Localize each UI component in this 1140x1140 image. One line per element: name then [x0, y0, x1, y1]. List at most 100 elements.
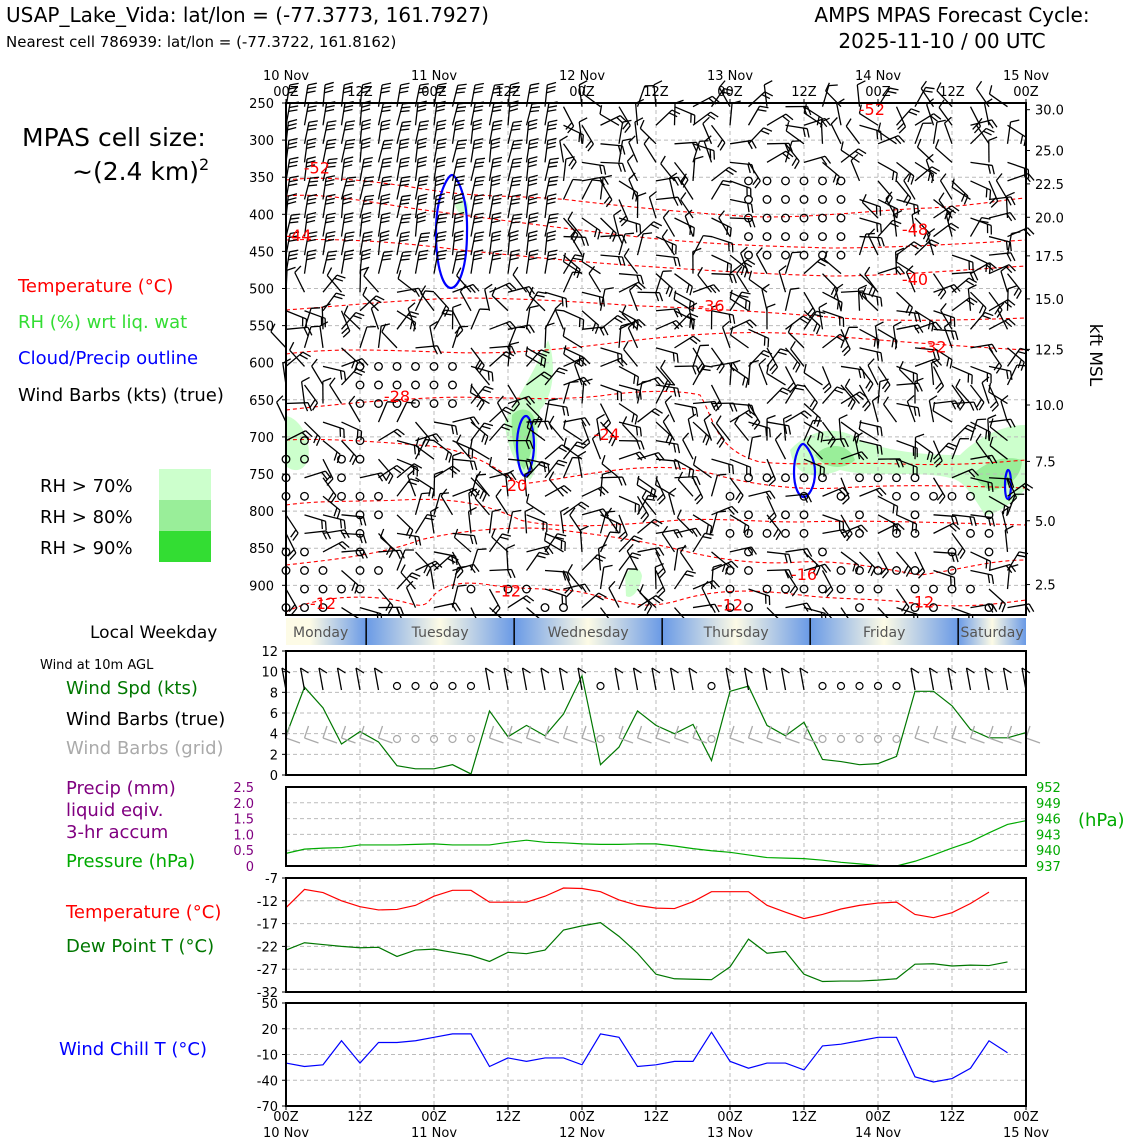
- wind-barb-flag: [620, 357, 628, 366]
- wind-barb-flag: [473, 564, 480, 573]
- wind-barb-flag: [915, 433, 925, 438]
- wind-barb-flag: [478, 402, 485, 411]
- wind-barb-flag: [437, 249, 447, 253]
- wind-barb-flag: [526, 595, 535, 602]
- wind-barb-flag: [399, 183, 409, 187]
- wind-barb: [967, 288, 972, 311]
- wind-barb: [943, 122, 953, 145]
- wind-barb-flag: [362, 516, 367, 526]
- wind-barb-flag: [696, 362, 704, 371]
- wind-barb-flag: [652, 597, 661, 604]
- wind-barb-flag: [414, 288, 420, 298]
- wind-barb-flag: [362, 82, 372, 86]
- wind-barb-flag: [475, 470, 482, 480]
- wind-barb-flag: [512, 143, 522, 146]
- wind-barb-flag: [951, 178, 955, 188]
- wind-barb: [405, 587, 417, 608]
- wind-barb-flag: [509, 108, 519, 112]
- wind-barb-flag: [510, 183, 521, 187]
- calm-wind-circle: [429, 399, 439, 408]
- wind-barb-flag: [714, 603, 720, 613]
- wind-barb-flag: [481, 425, 491, 430]
- wind-barb-flag: [400, 235, 410, 239]
- barb-10m-grid-flag: [322, 725, 328, 739]
- wind-barb: [526, 427, 546, 442]
- calm-wind-circle: [947, 547, 957, 557]
- wind-barb: [582, 93, 601, 108]
- wind-barb-flag: [399, 239, 409, 242]
- wind-barb-flag: [931, 359, 939, 368]
- wind-barb-flag: [950, 330, 955, 340]
- wind-barb: [407, 475, 417, 497]
- wind-barb-flag: [528, 257, 538, 261]
- wind-barb-flag: [484, 283, 493, 290]
- wind-barb-flag: [419, 120, 429, 123]
- wind-barb-flag: [747, 404, 752, 414]
- wind-barb-flag: [307, 193, 318, 197]
- wind-barb: [544, 400, 550, 423]
- calm-wind-circle: [799, 510, 809, 520]
- wind-barb-flag: [491, 174, 501, 179]
- barb-10m-flag: [300, 667, 309, 674]
- wind-barb-flag: [695, 476, 701, 486]
- wind-barb-flag: [598, 592, 607, 598]
- wind-barb-flag: [382, 82, 392, 86]
- wind-barb: [774, 439, 787, 460]
- wind-barb-flag: [594, 325, 600, 334]
- wind-barb-flag: [417, 164, 427, 168]
- wind-barb-flag: [482, 493, 488, 502]
- wind-barb-flag: [858, 284, 868, 290]
- wind-barb-flag: [549, 157, 559, 161]
- wind-barb-flag: [832, 173, 837, 183]
- wind-barb-flag: [880, 427, 883, 437]
- wind-barb: [641, 497, 657, 516]
- wind-barb: [755, 254, 768, 274]
- wind-barb-flag: [766, 414, 776, 420]
- barb-10m-true: [577, 667, 583, 691]
- wind-barb-flag: [512, 124, 522, 127]
- wind-barb-flag: [382, 105, 392, 109]
- wind-barb-flag: [555, 462, 565, 467]
- barb-10m-true: [910, 667, 916, 691]
- wind-barb: [803, 372, 823, 386]
- barb-10m-grid: [341, 737, 356, 744]
- wind-barb-flag: [639, 584, 644, 593]
- wind-barb-flag: [358, 550, 364, 559]
- wind-barb-flag: [453, 528, 459, 538]
- wind-barb-flag: [400, 258, 410, 261]
- pressure-tick-label: 350: [249, 171, 274, 186]
- wind-barb-flag: [692, 456, 697, 466]
- wind-barb-flag: [609, 531, 619, 534]
- wind-barb-flag: [474, 212, 484, 216]
- height-tick-label: 2.5: [1035, 579, 1056, 594]
- wind-barb-flag: [529, 440, 534, 450]
- wind-barb-flag: [454, 193, 464, 197]
- barb-10m-grid-flag: [303, 725, 310, 739]
- wind-barb-flag: [1004, 525, 1014, 531]
- wind-barb: [319, 325, 324, 348]
- wind-barb-flag: [455, 434, 462, 443]
- wind-barb: [456, 442, 472, 460]
- wind-barb-flag: [1000, 265, 1009, 272]
- calm-wind-circle: [892, 491, 901, 501]
- wind-barb: [989, 445, 1008, 460]
- calm-grid-wind: [448, 734, 457, 744]
- calm-wind-circle: [762, 250, 772, 260]
- wind-barb-flag: [850, 401, 856, 410]
- wind-barb-flag: [495, 488, 502, 497]
- wind-barb-flag: [417, 211, 427, 216]
- wind-barb-flag: [1027, 227, 1035, 235]
- wind-barb-flag: [511, 147, 521, 150]
- wind-barb: [932, 121, 938, 144]
- wind-barb-flag: [768, 428, 771, 438]
- calm-wind-circle: [374, 510, 383, 520]
- wind-barb: [655, 271, 664, 293]
- wind-barb-flag: [581, 252, 585, 262]
- wind-barb-flag: [416, 145, 427, 150]
- wind-barb-flag: [548, 398, 558, 402]
- wind-barb: [326, 275, 342, 293]
- wind-barb-flag: [656, 567, 665, 576]
- wind-barb-flag: [473, 109, 483, 113]
- isotherm-label: -12: [717, 596, 743, 615]
- isotherm-label: -52: [859, 100, 885, 119]
